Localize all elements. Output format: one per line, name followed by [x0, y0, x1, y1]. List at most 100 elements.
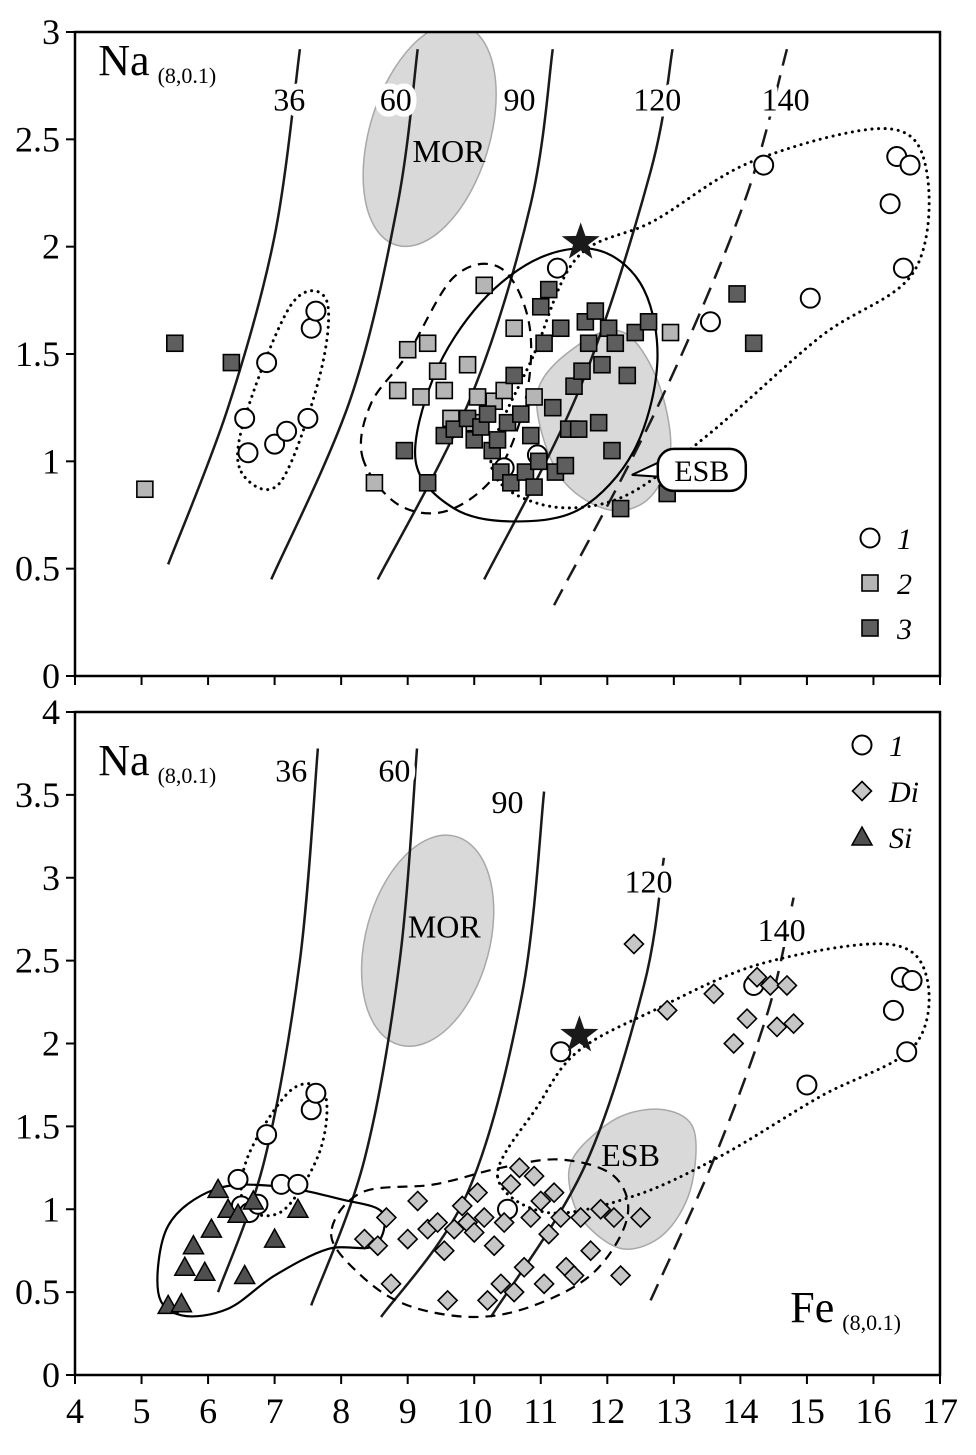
point-series-1 — [546, 257, 568, 279]
point-series-Di — [736, 1008, 758, 1030]
point-series-Di — [656, 999, 678, 1021]
point-series-1 — [237, 442, 259, 464]
y-axis: 0 0.5 1 1.5 2 2.5 3 — [15, 12, 75, 696]
top-chart: MOR 36 60 90 120 140 0 0.5 1 1.5 2 2.5 3 Na (8,0.1) 1 2 3… — [15, 12, 942, 696]
y-tick-label: 0 — [42, 1355, 60, 1395]
legend-marker-2 — [861, 574, 879, 592]
point-series-2 — [458, 355, 477, 374]
y-tick-label: 1.5 — [15, 1106, 60, 1146]
point-series-1 — [899, 154, 921, 176]
point-series-Di — [580, 1240, 602, 1262]
x-tick-label: 10 — [456, 1391, 492, 1431]
point-series-Si — [226, 1202, 250, 1223]
series-Si — [156, 1177, 310, 1315]
isolines — [216, 748, 795, 1318]
isoline-90 — [376, 48, 554, 580]
x-variable-label-main: Fe — [790, 1283, 834, 1332]
point-series-2 — [505, 319, 523, 338]
isoline-120 — [483, 48, 674, 580]
x-tick-label: 5 — [133, 1391, 151, 1431]
legend-label-1: 1 — [897, 523, 912, 556]
y-tick-label: 1.5 — [15, 334, 60, 374]
point-series-Di — [629, 1206, 652, 1229]
x-tick-label: 15 — [789, 1391, 825, 1431]
point-series-Di — [483, 1235, 505, 1257]
point-series-2 — [475, 276, 494, 295]
point-series-1 — [256, 352, 278, 374]
point-series-Si — [263, 1227, 286, 1248]
y-tick-label: 0 — [42, 656, 60, 696]
point-series-1 — [264, 433, 286, 455]
isoline-60 — [270, 49, 419, 580]
point-series-3 — [599, 319, 618, 338]
point-series-Di — [513, 1256, 535, 1278]
point-series-3 — [618, 366, 637, 385]
esb-callout: ESB — [631, 447, 748, 493]
series-Di — [353, 933, 805, 1312]
mor-region — [362, 33, 497, 248]
series-2 — [136, 276, 680, 499]
point-series-3 — [593, 355, 611, 374]
point-series-Di — [759, 974, 781, 997]
esb-callout-label: ESB — [674, 455, 729, 488]
esb-callout-box — [656, 447, 748, 493]
point-series-1 — [305, 300, 327, 322]
point-series-1 — [892, 257, 914, 279]
point-series-2 — [428, 362, 447, 380]
isoline-label-120: 120 — [625, 864, 673, 900]
point-series-3 — [603, 441, 621, 460]
isoline-label-36: 36 — [275, 753, 307, 789]
legend-label-1: 1 — [889, 730, 904, 763]
point-series-3 — [445, 420, 464, 438]
y-variable-label: Na (8,0.1) — [98, 36, 216, 88]
point-series-Di — [782, 1012, 805, 1035]
point-series-2 — [388, 381, 407, 400]
point-series-1 — [896, 1041, 918, 1063]
isoline-label-90: 90 — [492, 784, 524, 820]
legend-label-2: 2 — [897, 568, 912, 601]
point-series-Di — [543, 1182, 565, 1204]
x-tick-label: 12 — [589, 1391, 625, 1431]
y-variable-label-sub: (8,0.1) — [158, 763, 217, 788]
x-tick-label: 6 — [199, 1391, 217, 1431]
mor-label: MOR — [412, 133, 486, 169]
series-1 — [227, 966, 923, 1224]
point-series-2 — [136, 480, 154, 499]
x-tick-label: 7 — [266, 1391, 284, 1431]
point-series-Si — [170, 1292, 193, 1313]
isoline-label-36: 36 — [273, 82, 305, 118]
point-series-Di — [590, 1198, 612, 1220]
isoline-60 — [310, 748, 419, 1306]
point-series-3 — [535, 334, 553, 353]
point-series-3 — [586, 302, 605, 320]
point-series-1 — [879, 193, 901, 215]
point-series-3 — [488, 431, 507, 449]
isoline-90 — [380, 791, 546, 1318]
point-series-1 — [227, 1168, 249, 1190]
point-series-Di — [609, 1264, 632, 1287]
point-series-3 — [521, 426, 540, 445]
isoline-36 — [166, 49, 302, 565]
point-series-3 — [531, 297, 550, 316]
point-series-3 — [478, 405, 497, 423]
point-series-Di — [500, 1173, 522, 1196]
star-marker — [560, 1015, 599, 1052]
cluster-dashed-outline — [330, 1158, 630, 1319]
point-series-2 — [435, 381, 454, 400]
isoline-label-60: 60 — [378, 753, 410, 789]
point-series-Di — [375, 1206, 398, 1229]
point-series-Si — [206, 1177, 230, 1199]
point-series-Di — [508, 1157, 531, 1179]
point-series-3 — [626, 323, 645, 342]
point-series-Di — [603, 1206, 625, 1229]
point-series-Di — [538, 1223, 560, 1245]
point-series-Di — [476, 1289, 499, 1312]
x-tick-label: 9 — [399, 1391, 417, 1431]
point-series-3 — [639, 312, 658, 331]
point-series-Di — [570, 1206, 592, 1229]
point-series-2 — [525, 388, 543, 406]
point-series-2 — [661, 323, 680, 342]
point-series-1 — [287, 1173, 309, 1195]
point-series-3 — [525, 478, 543, 496]
y-tick-label: 4 — [42, 700, 60, 732]
